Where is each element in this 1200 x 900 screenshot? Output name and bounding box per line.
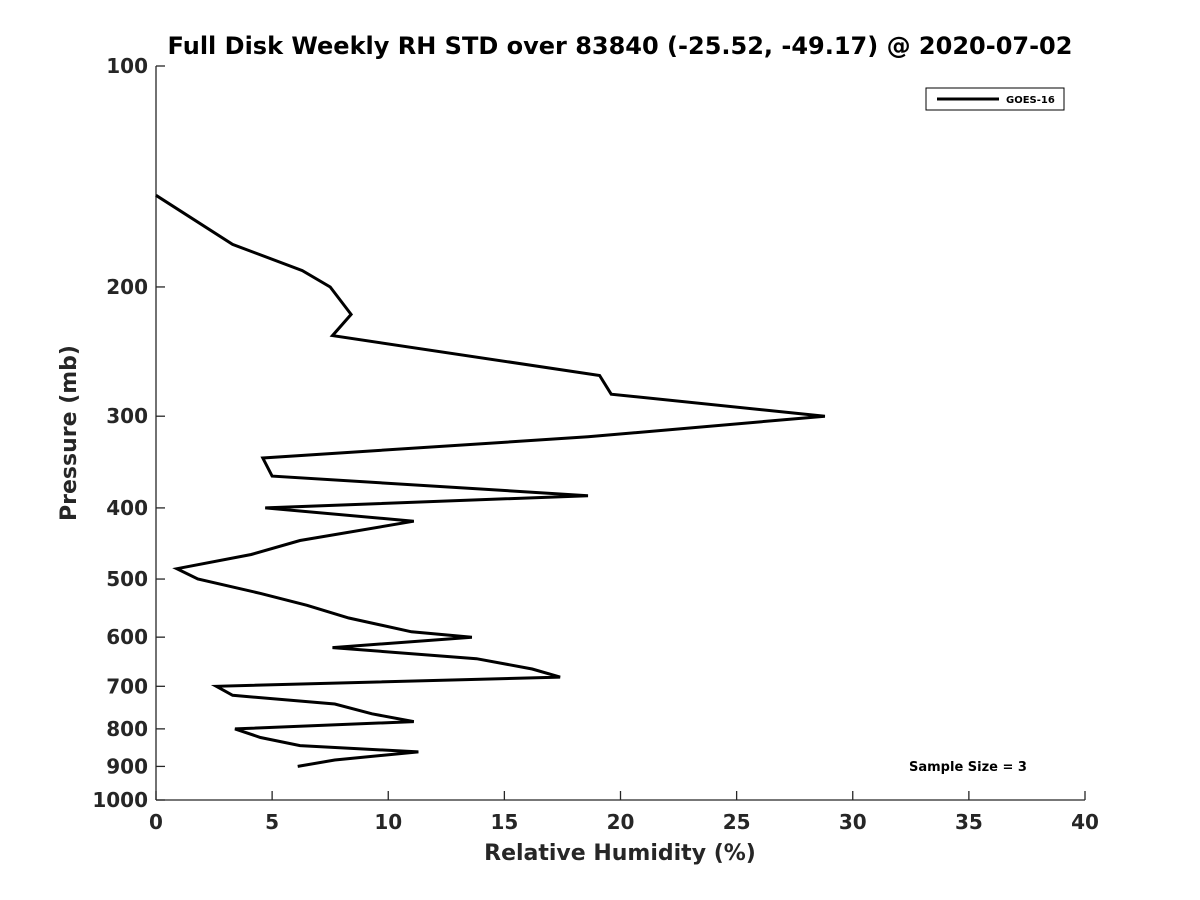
y-tick-label: 400 <box>106 496 148 520</box>
y-tick-label: 800 <box>106 717 148 741</box>
y-tick-label: 600 <box>106 625 148 649</box>
y-tick-label: 200 <box>106 275 148 299</box>
x-tick-label: 15 <box>490 810 518 834</box>
x-axis-label: Relative Humidity (%) <box>484 841 756 866</box>
legend-label-goes-16: GOES-16 <box>1006 95 1055 106</box>
x-tick-label: 10 <box>374 810 402 834</box>
x-tick-label: 25 <box>723 810 751 834</box>
y-axis-label: Pressure (mb) <box>57 345 82 521</box>
x-tick-label: 35 <box>955 810 983 834</box>
y-tick-label: 500 <box>106 567 148 591</box>
axes: 0 5 10 15 20 25 30 35 40 100 200 300 400 500 600 700 800… <box>92 54 1099 834</box>
y-tick-label: 1000 <box>92 788 148 812</box>
x-tick-label: 20 <box>607 810 635 834</box>
y-tick-label: 900 <box>106 754 148 778</box>
series-line-goes-16 <box>155 194 826 768</box>
legend: GOES-16 <box>925 87 1065 111</box>
plot-area <box>155 194 826 768</box>
x-tick-label: 30 <box>839 810 867 834</box>
chart-title: Full Disk Weekly RH STD over 83840 (-25.… <box>168 32 1073 60</box>
x-tick-label: 0 <box>149 810 163 834</box>
y-tick-label: 700 <box>106 674 148 698</box>
x-tick-label: 5 <box>265 810 279 834</box>
y-tick-label: 100 <box>106 54 148 78</box>
y-tick-label: 300 <box>106 404 148 428</box>
x-tick-label: 40 <box>1071 810 1099 834</box>
sample-size-annotation: Sample Size = 3 <box>909 760 1027 775</box>
